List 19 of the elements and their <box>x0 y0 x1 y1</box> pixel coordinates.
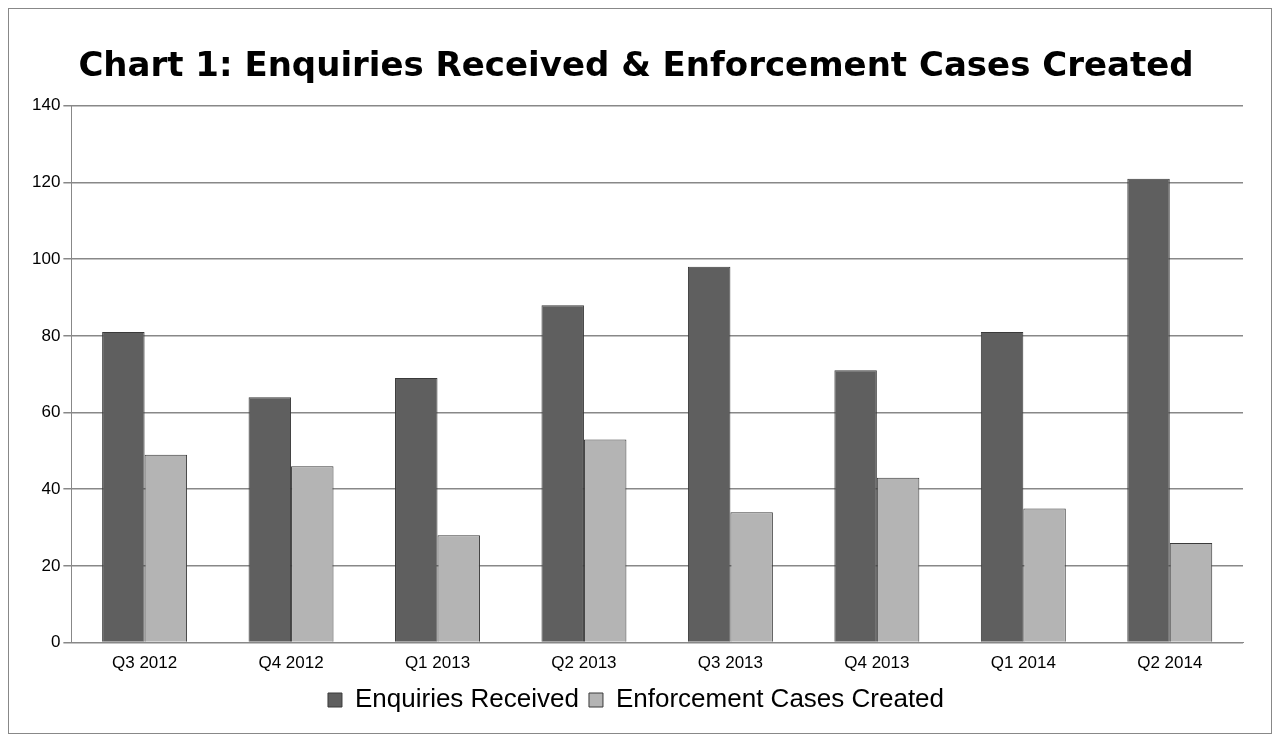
y-tick-label: 60 <box>41 402 61 422</box>
y-tick-label: 140 <box>31 95 61 115</box>
y-tick-label: 100 <box>31 248 61 268</box>
x-tick-label: Q4 2013 <box>844 653 910 673</box>
chart-title: Chart 1: Enquiries Received & Enforcement Cases Created <box>78 44 1194 85</box>
legend-label: Enquiries Received <box>354 683 579 714</box>
y-tick-label: 0 <box>50 632 61 652</box>
x-tick-label: Q2 2013 <box>551 653 617 673</box>
x-tick-label: Q1 2013 <box>404 653 471 673</box>
legend-label: Enforcement Cases Created <box>615 683 945 714</box>
x-tick-label: Q1 2014 <box>990 653 1056 673</box>
y-tick-label: 20 <box>41 555 61 575</box>
y-tick-label: 120 <box>31 172 61 192</box>
y-tick-label: 80 <box>41 325 61 345</box>
x-tick-label: Q2 2014 <box>1137 653 1203 673</box>
x-tick-label: Q3 2012 <box>111 653 178 673</box>
x-tick-label: Q3 2013 <box>697 653 764 673</box>
y-tick-label: 40 <box>41 478 61 498</box>
x-tick-label: Q4 2012 <box>258 653 324 673</box>
